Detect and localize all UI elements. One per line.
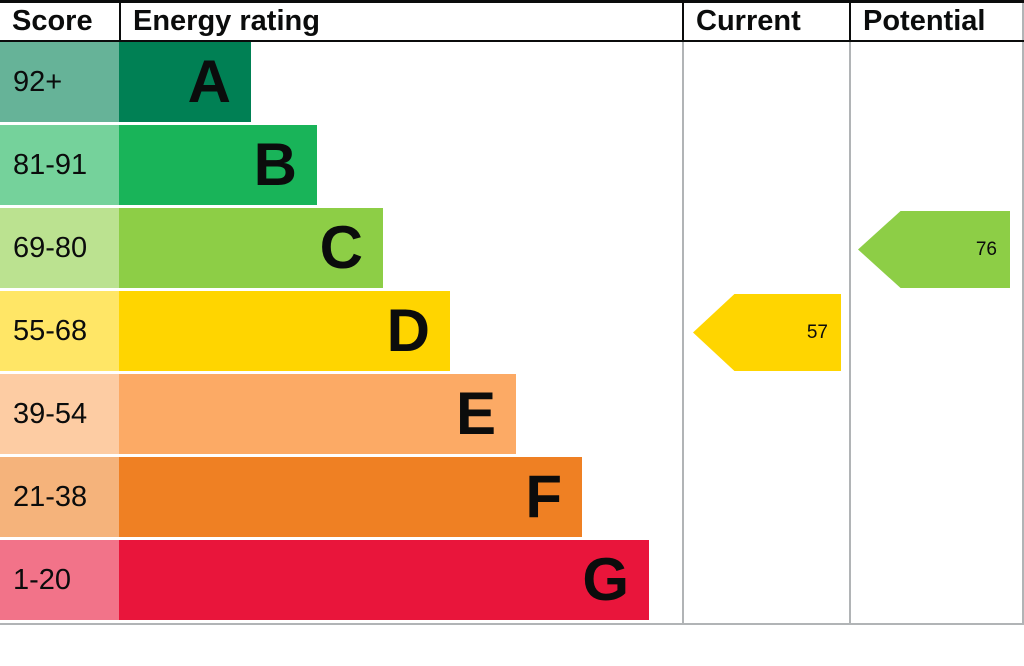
band-row-f: 21-38 F	[0, 457, 682, 540]
potential-column-header: Potential	[849, 3, 1024, 40]
band-letter-f: F	[525, 463, 562, 530]
band-bar-g: G	[119, 540, 649, 620]
potential-column: 76	[849, 42, 1024, 623]
band-row-e: 39-54 E	[0, 374, 682, 457]
band-bar-f: F	[119, 457, 582, 537]
epc-chart-area: Score Energy rating Current Potential 92…	[0, 0, 1024, 625]
score-range-d: 55-68	[0, 291, 119, 371]
band-letter-b: B	[253, 131, 297, 198]
score-range-c: 69-80	[0, 208, 119, 288]
potential-rating-arrow: 76	[858, 211, 1010, 288]
band-row-a: 92+ A	[0, 42, 682, 125]
band-row-b: 81-91 B	[0, 125, 682, 208]
current-column-header: Current	[682, 3, 849, 40]
score-range-e: 39-54	[0, 374, 119, 454]
band-bar-e: E	[119, 374, 516, 454]
band-row-g: 1-20 G	[0, 540, 682, 623]
energy-rating-column-header: Energy rating	[119, 3, 682, 40]
band-letter-a: A	[187, 48, 231, 115]
score-range-g: 1-20	[0, 540, 119, 620]
score-range-b: 81-91	[0, 125, 119, 205]
band-letter-d: D	[386, 297, 430, 364]
band-row-c: 69-80 C	[0, 208, 682, 291]
current-column: 57	[682, 42, 849, 623]
band-bar-a: A	[119, 42, 251, 122]
band-bar-d: D	[119, 291, 450, 371]
current-rating-arrow: 57	[693, 294, 841, 371]
chart-body: 92+ A 81-91 B 69-80 C 55-68 D 39-54 E 21-38 F 1-20 G …	[0, 42, 1024, 623]
current-rating-arrow-value: 57	[806, 322, 828, 343]
band-letter-c: C	[319, 214, 363, 281]
band-letter-g: G	[582, 546, 629, 613]
score-range-f: 21-38	[0, 457, 119, 537]
band-bar-c: C	[119, 208, 383, 288]
band-row-d: 55-68 D	[0, 291, 682, 374]
score-range-a: 92+	[0, 42, 119, 122]
band-bar-b: B	[119, 125, 317, 205]
header-row: Score Energy rating Current Potential	[0, 3, 1024, 42]
band-letter-e: E	[455, 380, 496, 447]
potential-rating-arrow-value: 76	[975, 239, 997, 260]
band-rows: 92+ A 81-91 B 69-80 C 55-68 D 39-54 E 21-38 F 1-20 G	[0, 42, 682, 623]
score-column-header: Score	[12, 5, 93, 37]
